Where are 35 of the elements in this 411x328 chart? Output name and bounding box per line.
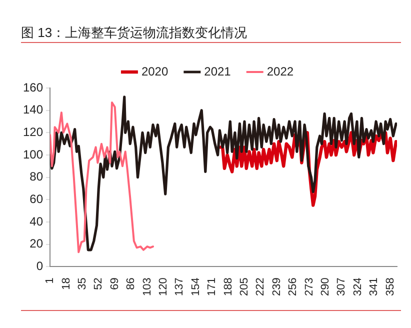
x-tick-label: 137 [174,278,186,296]
x-tick-label: 18 [60,278,72,290]
x-tick-label: 358 [384,278,396,296]
x-tick-label: 205 [238,278,251,296]
x-tick-label: 256 [287,278,300,296]
x-tick-label: 69 [108,278,121,290]
x-tick-label: 154 [190,278,202,296]
x-tick-label: 324 [352,278,364,296]
x-tick-label: 341 [368,278,380,296]
x-tick-label: 103 [141,278,154,296]
x-tick-label: 120 [157,278,170,296]
x-tick-label: 171 [206,278,218,296]
chart-title: 图 13：上海整车货运物流指数变化情况 [21,24,248,42]
x-tick-label: 35 [76,278,88,290]
x-tick-label: 239 [270,278,283,296]
legend-label: 2020 [141,64,168,78]
x-tick-label: 86 [125,278,138,290]
y-tick-label: 140 [22,102,44,117]
legend-label: 2021 [204,64,232,78]
x-tick-label: 273 [303,278,316,296]
x-tick-label: 52 [92,278,105,290]
y-tick-label: 20 [30,236,44,251]
x-tick-label: 307 [336,278,348,296]
y-tick-label: 60 [30,192,44,206]
y-tick-label: 40 [30,214,44,228]
x-tick-label: 188 [222,278,234,296]
x-tick-label: 222 [254,278,267,296]
legend-label: 2022 [266,64,294,78]
y-tick-label: 120 [22,124,44,139]
y-tick-label: 100 [22,147,44,162]
x-tick-label: 1 [44,278,56,284]
y-tick-label: 160 [22,80,44,94]
y-tick-label: 0 [36,258,44,273]
y-tick-label: 80 [30,170,44,184]
x-tick-label: 290 [320,278,332,296]
